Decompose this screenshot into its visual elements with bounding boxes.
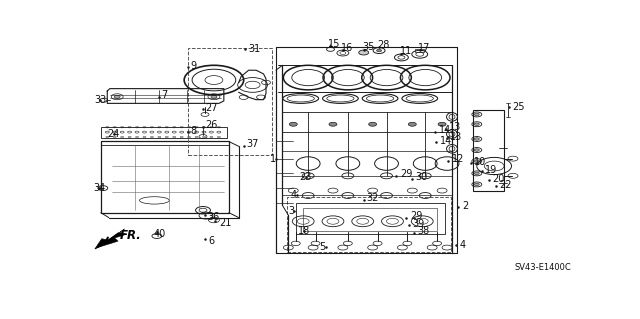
Text: 25: 25	[512, 101, 525, 112]
Bar	[473, 109, 504, 190]
Circle shape	[474, 172, 479, 174]
Circle shape	[289, 122, 297, 126]
Circle shape	[369, 122, 376, 126]
Text: 39: 39	[412, 219, 424, 229]
Text: 38: 38	[417, 226, 429, 236]
Circle shape	[474, 183, 479, 186]
Text: 20: 20	[492, 174, 504, 183]
Circle shape	[438, 122, 446, 126]
Text: 4: 4	[460, 240, 465, 250]
Text: 3: 3	[288, 206, 294, 217]
Bar	[101, 127, 227, 138]
Text: 21: 21	[219, 218, 231, 227]
Text: 35: 35	[362, 42, 374, 52]
Circle shape	[376, 49, 381, 52]
Polygon shape	[95, 239, 111, 249]
Text: 24: 24	[108, 129, 120, 139]
Bar	[415, 49, 424, 52]
Bar	[188, 48, 273, 155]
Circle shape	[359, 50, 369, 55]
Text: 13: 13	[449, 122, 461, 132]
Text: 13: 13	[450, 132, 462, 142]
Bar	[296, 203, 445, 234]
Text: 12: 12	[451, 154, 464, 164]
Bar	[303, 208, 437, 231]
Text: 7: 7	[161, 90, 168, 100]
Text: 17: 17	[419, 43, 431, 53]
Circle shape	[474, 149, 479, 151]
Text: 26: 26	[205, 121, 218, 130]
Circle shape	[329, 122, 337, 126]
Text: 4: 4	[291, 190, 297, 200]
Text: 34: 34	[93, 182, 105, 193]
Text: FR.: FR.	[120, 229, 141, 242]
Circle shape	[474, 160, 479, 162]
Text: 5: 5	[319, 241, 326, 252]
Text: 15: 15	[328, 39, 340, 49]
Text: 28: 28	[378, 40, 390, 50]
Text: 19: 19	[485, 165, 497, 175]
Circle shape	[474, 138, 479, 140]
Text: 29: 29	[400, 169, 412, 179]
Bar	[101, 141, 229, 213]
Polygon shape	[97, 229, 127, 248]
Text: 32: 32	[367, 193, 379, 203]
Bar	[287, 197, 451, 252]
Circle shape	[114, 95, 120, 98]
Circle shape	[474, 123, 479, 125]
Circle shape	[474, 113, 479, 116]
Text: 29: 29	[410, 211, 422, 221]
Text: 8: 8	[190, 126, 196, 136]
Text: 40: 40	[154, 229, 166, 239]
Text: 14: 14	[438, 125, 451, 135]
Text: 27: 27	[205, 102, 218, 113]
Circle shape	[211, 95, 217, 98]
Text: 22: 22	[499, 180, 511, 190]
Text: 31: 31	[249, 44, 261, 54]
Circle shape	[408, 122, 416, 126]
Text: 18: 18	[298, 226, 310, 236]
Text: 6: 6	[208, 236, 214, 246]
Text: 16: 16	[341, 43, 354, 53]
Text: 9: 9	[190, 61, 196, 71]
Bar	[101, 141, 229, 145]
Text: 2: 2	[462, 201, 468, 211]
Text: 14: 14	[440, 136, 452, 146]
Text: 23: 23	[300, 172, 312, 182]
Text: 1: 1	[270, 154, 276, 164]
Text: SV43-E1400C: SV43-E1400C	[515, 263, 571, 272]
Text: 11: 11	[400, 46, 412, 56]
Text: 36: 36	[207, 212, 220, 222]
Text: 30: 30	[416, 172, 428, 182]
Text: 33: 33	[94, 95, 106, 105]
Text: 37: 37	[246, 139, 259, 149]
Text: 10: 10	[474, 157, 486, 167]
